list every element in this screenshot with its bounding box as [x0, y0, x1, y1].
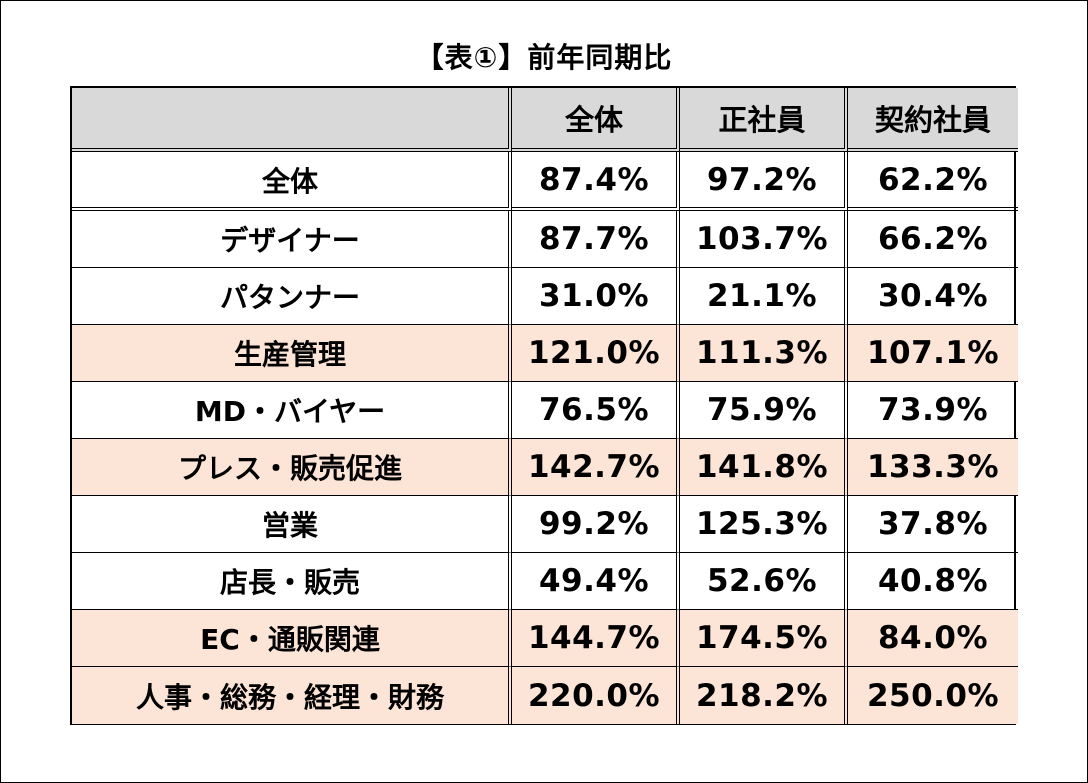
value-cell: 218.2%	[680, 667, 848, 724]
value-cell: 144.7%	[512, 610, 680, 667]
value-cell: 125.3%	[680, 496, 848, 553]
row-label: 店長・販売	[72, 553, 512, 610]
comparison-table: 全体 正社員 契約社員 全体 87.4% 97.2% 62.2% デザイナー 87.7% 103.…	[70, 86, 1018, 725]
value-cell: 75.9%	[680, 382, 848, 439]
value-cell: 220.0%	[512, 667, 680, 724]
value-cell: 107.1%	[848, 325, 1018, 382]
value-cell: 133.3%	[848, 439, 1018, 496]
value-cell: 111.3%	[680, 325, 848, 382]
value-cell: 97.2%	[680, 152, 848, 211]
column-header: 全体	[512, 88, 680, 152]
header-corner-cell	[72, 88, 512, 152]
row-label: 人事・総務・経理・財務	[72, 667, 512, 724]
value-cell: 103.7%	[680, 211, 848, 268]
table-title: 【表①】前年同期比	[415, 41, 673, 74]
value-cell: 66.2%	[848, 211, 1018, 268]
value-cell: 49.4%	[512, 553, 680, 610]
row-label: MD・バイヤー	[72, 382, 512, 439]
value-cell: 141.8%	[680, 439, 848, 496]
row-label: パタンナー	[72, 268, 512, 325]
row-label: プレス・販売促進	[72, 439, 512, 496]
value-cell: 142.7%	[512, 439, 680, 496]
value-cell: 121.0%	[512, 325, 680, 382]
value-cell: 52.6%	[680, 553, 848, 610]
row-label: 全体	[72, 152, 512, 211]
column-header: 正社員	[680, 88, 848, 152]
value-cell: 76.5%	[512, 382, 680, 439]
value-cell: 40.8%	[848, 553, 1018, 610]
value-cell: 87.7%	[512, 211, 680, 268]
value-cell: 250.0%	[848, 667, 1018, 724]
value-cell: 174.5%	[680, 610, 848, 667]
row-label: 営業	[72, 496, 512, 553]
value-cell: 31.0%	[512, 268, 680, 325]
value-cell: 99.2%	[512, 496, 680, 553]
value-cell: 73.9%	[848, 382, 1018, 439]
value-cell: 84.0%	[848, 610, 1018, 667]
value-cell: 87.4%	[512, 152, 680, 211]
row-label: 生産管理	[72, 325, 512, 382]
value-cell: 37.8%	[848, 496, 1018, 553]
row-label: EC・通販関連	[72, 610, 512, 667]
value-cell: 30.4%	[848, 268, 1018, 325]
row-label: デザイナー	[72, 211, 512, 268]
column-header: 契約社員	[848, 88, 1018, 152]
value-cell: 62.2%	[848, 152, 1018, 211]
value-cell: 21.1%	[680, 268, 848, 325]
